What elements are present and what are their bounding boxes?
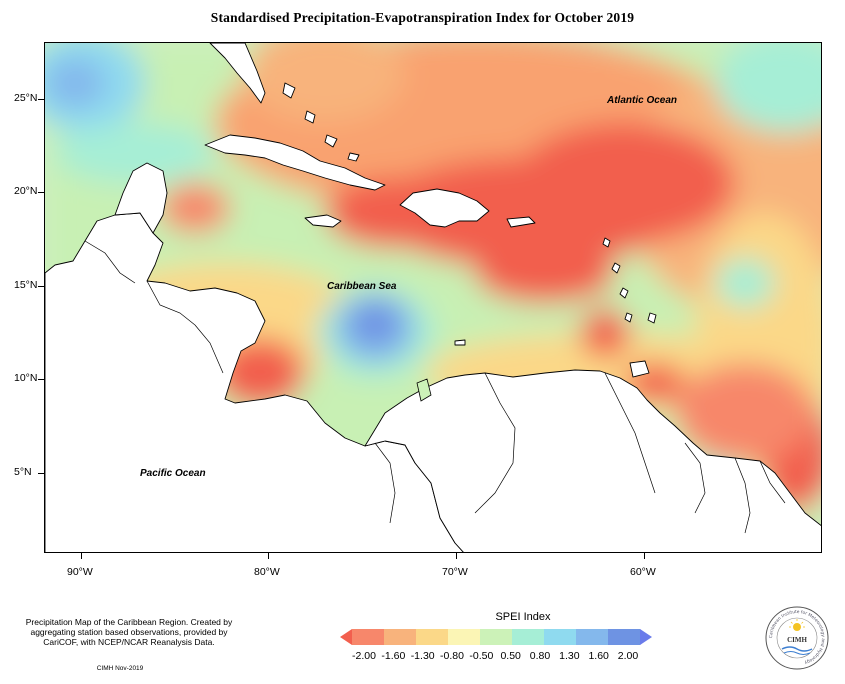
spei-map: Atlantic Ocean Caribbean Sea Pacific Oce… [44,42,822,553]
legend-value: -0.80 [440,650,464,662]
legend-swatch [512,629,545,645]
lat-label-15n: 15°N [14,279,38,291]
land-masses [45,43,821,552]
lat-label-25n: 25°N [14,92,38,104]
legend-value: -1.30 [410,650,435,662]
legend-swatch [640,629,652,645]
lat-tick [38,286,44,287]
legend-swatch [448,629,481,645]
lon-tick [644,553,645,559]
legend-swatch [544,629,577,645]
legend-value: 2.00 [617,650,639,662]
legend-swatch [352,629,385,645]
legend-values: -2.00 -1.60 -1.30 -0.80 -0.50 0.50 0.80 1.30 1.6… [350,650,642,664]
legend-color-bar [340,629,652,645]
pacific-ocean-label: Pacific Ocean [140,468,206,479]
legend-value: 1.30 [559,650,580,662]
legend-swatch [416,629,449,645]
lon-label-70w: 70°W [442,566,468,578]
lon-label-90w: 90°W [67,566,93,578]
legend-swatch [384,629,417,645]
caribbean-sea-label: Caribbean Sea [327,281,397,292]
map-title: Standardised Precipitation-Evapotranspir… [210,10,635,25]
legend-value: -0.50 [469,650,494,662]
atlantic-ocean-label: Atlantic Ocean [607,95,678,106]
legend-swatch [340,629,352,645]
lon-label-60w: 60°W [630,566,656,578]
legend-value: 1.60 [588,650,609,662]
legend-swatch [480,629,513,645]
legend-value: 0.80 [529,650,551,662]
lon-label-80w: 80°W [254,566,280,578]
lon-tick [456,553,457,559]
lat-tick [38,99,44,100]
cimh-logo: Caribbean Institute for Meteorology and … [765,606,829,670]
map-credit: CIMH Nov-2019 [96,665,144,672]
lat-label-5n: 5°N [14,466,32,478]
lat-tick [38,379,44,380]
legend-title: SPEI Index [495,611,551,623]
lat-label-10n: 10°N [14,372,38,384]
lon-tick [81,553,82,559]
map-description: Precipitation Map of the Caribbean Regio… [25,617,233,647]
wave-icon [781,646,813,652]
legend-value: -1.60 [381,650,406,662]
legend-value: 0.50 [500,650,521,662]
lon-tick [268,553,269,559]
legend-swatch [608,629,641,645]
sun-icon [793,623,801,631]
country-borders [84,240,786,534]
legend-swatch [576,629,609,645]
legend-value: -2.00 [352,650,376,662]
lat-tick [38,473,44,474]
lat-tick [38,192,44,193]
logo-text: CIMH [787,636,807,644]
wave-icon [783,651,811,655]
lat-label-20n: 20°N [14,185,38,197]
spei-color-field [45,43,821,552]
lake-maracaibo [416,378,432,402]
